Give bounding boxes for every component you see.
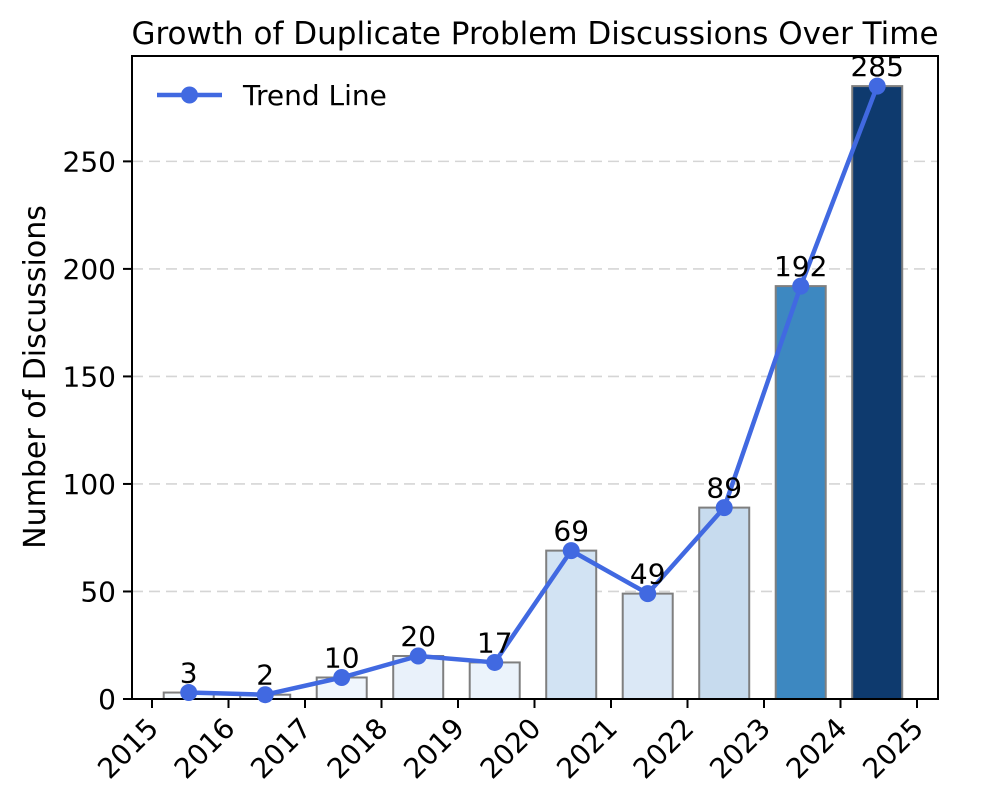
bar-2023 (774, 285, 827, 700)
trend-point-2016 (256, 686, 274, 704)
trend-point-2019 (486, 653, 504, 671)
x-tick-label-2020: 2020 (474, 712, 548, 786)
trend-point-2021 (639, 585, 657, 603)
legend-label: Trend Line (242, 79, 387, 112)
x-tick-label-2023: 2023 (703, 712, 777, 786)
trend-point-2018 (409, 647, 427, 665)
trend-point-2020 (562, 542, 580, 560)
y-tick-label-0: 0 (98, 683, 116, 716)
value-label-2016: 2 (256, 659, 274, 692)
trend-point-2017 (333, 668, 351, 686)
x-tick-label-2022: 2022 (627, 712, 701, 786)
x-tick-label-2024: 2024 (780, 712, 854, 786)
y-tick-label-250: 250 (63, 145, 116, 178)
chart-title: Growth of Duplicate Problem Discussions … (131, 16, 938, 52)
legend: Trend Line (157, 79, 387, 112)
value-label-2015: 3 (180, 657, 198, 690)
x-tick-label-2016: 2016 (168, 712, 242, 786)
trend-point-2022 (715, 499, 733, 517)
trend-point-2015 (180, 684, 198, 702)
value-label-2024: 285 (850, 50, 903, 83)
legend-marker-icon (181, 86, 198, 104)
value-label-2018: 20 (400, 620, 436, 653)
x-tick-label-2025: 2025 (856, 712, 930, 786)
x-tick-label-2021: 2021 (550, 712, 624, 786)
value-label-2023: 192 (774, 250, 827, 283)
y-tick-label-100: 100 (63, 468, 116, 501)
y-axis-label: Number of Discussions (18, 205, 53, 549)
y-tick-label-150: 150 (63, 360, 116, 393)
x-tick-label-2018: 2018 (321, 712, 395, 786)
value-label-2019: 17 (477, 626, 513, 659)
y-tick-label-200: 200 (63, 253, 116, 286)
bar-2022 (698, 506, 751, 700)
x-tick-label-2017: 2017 (244, 712, 318, 786)
x-tick-label-2019: 2019 (397, 712, 471, 786)
trend-point-2023 (792, 277, 810, 295)
value-labels-layer: 3 2 10 20 17 69 49 89 192 285 (180, 50, 904, 692)
ticks-layer (123, 160, 918, 708)
value-label-2017: 10 (324, 641, 360, 674)
trend-line-layer (180, 77, 886, 704)
trend-point-2024 (868, 77, 886, 95)
bar-2021 (621, 592, 674, 701)
y-tick-label-50: 50 (80, 575, 116, 608)
value-label-2021: 49 (630, 558, 666, 591)
x-tick-label-2015: 2015 (91, 712, 165, 786)
value-label-2022: 89 (706, 472, 742, 505)
bar-2024 (851, 85, 904, 701)
value-label-2020: 69 (553, 515, 589, 548)
trend-line (186, 83, 880, 697)
